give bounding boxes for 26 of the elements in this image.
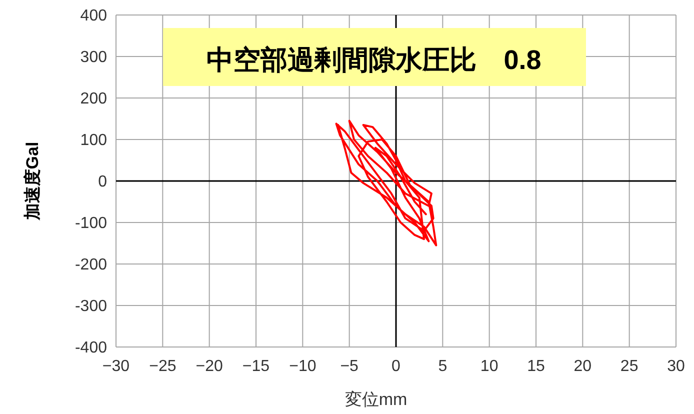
y-tick-label: -200: [74, 256, 108, 274]
y-tick-label: 300: [80, 49, 108, 66]
y-tick-label: -100: [74, 215, 108, 232]
x-tick-label: −15: [242, 358, 270, 375]
y-tick-label: 400: [80, 8, 108, 24]
x-tick-label: 20: [574, 358, 592, 375]
y-tick-label: 200: [80, 90, 108, 108]
y-tick-label: 100: [80, 132, 108, 149]
y-tick-label: -400: [74, 340, 108, 356]
x-tick-label: 30: [667, 358, 685, 375]
x-tick-label: 5: [438, 358, 448, 375]
x-tick-label: −30: [102, 358, 130, 375]
x-tick-label: −20: [196, 358, 224, 375]
y-axis-title: 加速度Gal: [23, 142, 42, 222]
x-tick-label: −10: [289, 358, 316, 375]
y-tick-label: 0: [98, 174, 108, 190]
x-axis-title: 変位mm: [344, 390, 408, 409]
x-tick-label: 25: [620, 358, 638, 375]
text: 中空部過剰間隙水圧比 0.8: [206, 45, 542, 75]
line-series: [335, 120, 438, 246]
y-tick-label: -300: [74, 298, 108, 315]
x-tick-label: 15: [527, 358, 545, 375]
x-tick-label: 10: [480, 358, 498, 375]
x-tick-label: −5: [340, 358, 359, 375]
x-tick-label: −25: [149, 358, 176, 375]
x-tick-label: 0: [392, 358, 401, 375]
